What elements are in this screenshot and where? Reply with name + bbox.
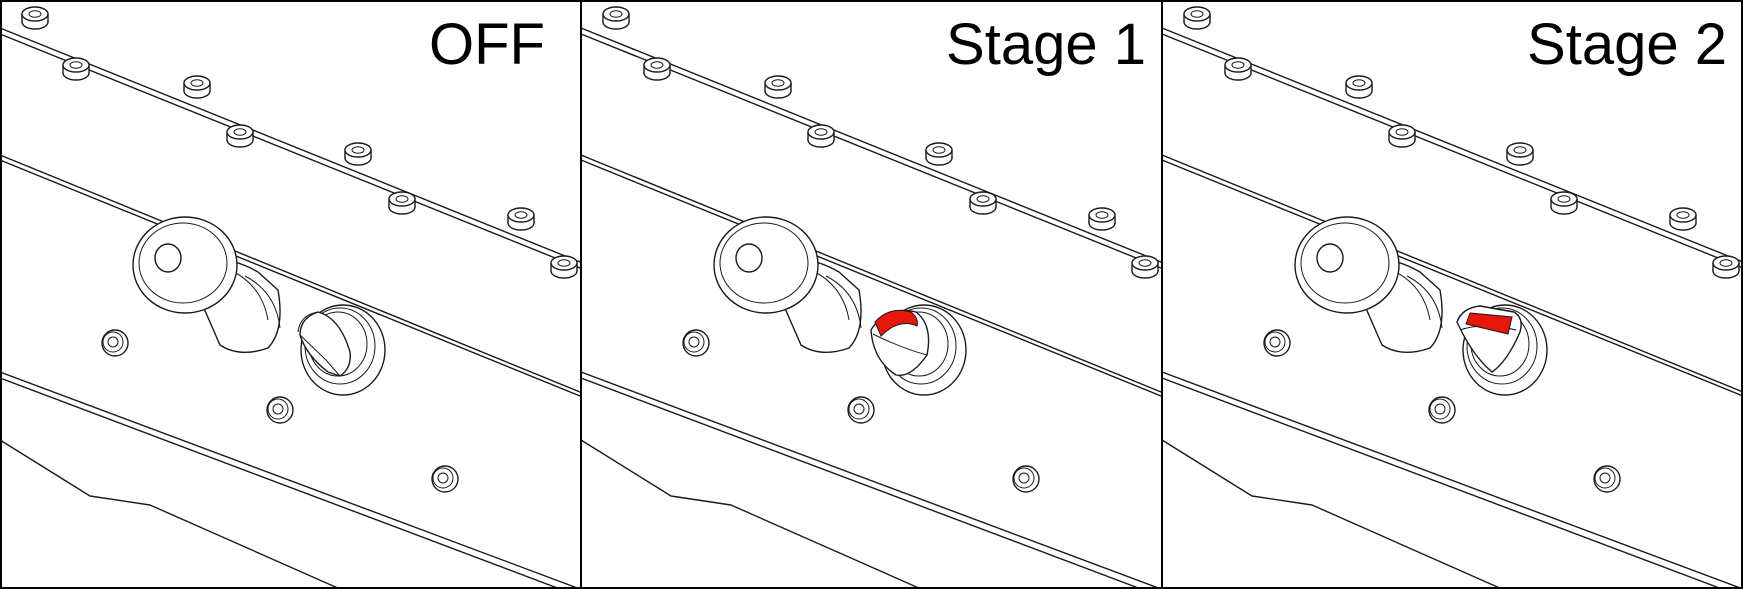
panel-stage-1-housing — [580, 27, 1162, 589]
panel-stage-1-label: Stage 1 — [946, 12, 1146, 77]
panel-off: OFF — [0, 6, 581, 589]
panel-stage-1-rotary-switch — [870, 304, 967, 396]
panel-stage-2: Stage 2 — [1161, 6, 1743, 589]
panel-stage-2-housing — [1161, 27, 1743, 589]
panel-off-mushroom-button — [132, 216, 281, 353]
panel-stage-1: Stage 1 — [580, 6, 1162, 589]
panel-stage-1-indicator — [874, 309, 918, 337]
panel-stage-2-indicator — [1465, 312, 1513, 335]
panel-off-label: OFF — [429, 12, 545, 77]
panel-stage-2-face-screws — [1263, 329, 1621, 493]
panel-stage-1-face-screws — [682, 329, 1040, 493]
panel-stage-1-mushroom-button — [713, 216, 862, 353]
panel-off-housing — [0, 27, 581, 589]
panel-stage-2-rotary-switch — [1456, 304, 1548, 396]
panel-stage-2-label: Stage 2 — [1527, 12, 1727, 77]
panel-off-face-screws — [101, 329, 459, 493]
panel-stage-2-mushroom-button — [1294, 216, 1443, 353]
panel-off-rotary-switch — [297, 304, 386, 396]
